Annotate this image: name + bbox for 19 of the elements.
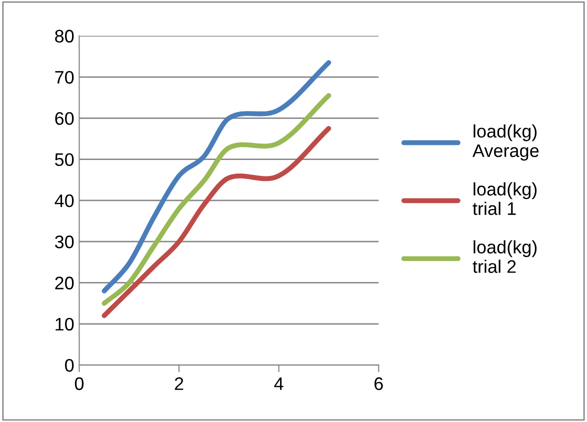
y-tick-label: 80 (55, 30, 74, 43)
line-series (102, 93, 332, 306)
line-series (102, 126, 332, 318)
y-tick-label: 10 (56, 318, 74, 331)
legend-label: load(kg) trial 2 (472, 240, 537, 273)
y-tick-label: 0 (65, 358, 74, 372)
x-tick-label: 0 (74, 377, 84, 390)
x-tick-label: 4 (274, 378, 284, 390)
y-tick-label: 30 (54, 236, 74, 248)
y-tick-label: 50 (55, 153, 74, 166)
x-tick-label: 2 (174, 377, 184, 390)
y-tick-label: 40 (54, 194, 74, 208)
legend-label: load(kg) Average (472, 124, 539, 161)
legend-label: load(kg) trial 1 (472, 182, 537, 216)
y-tick-label: 20 (55, 276, 74, 290)
x-tick-label: 6 (374, 377, 383, 390)
y-tick-label: 70 (55, 70, 74, 84)
line-series (102, 60, 332, 294)
y-tick-label: 60 (55, 112, 74, 125)
